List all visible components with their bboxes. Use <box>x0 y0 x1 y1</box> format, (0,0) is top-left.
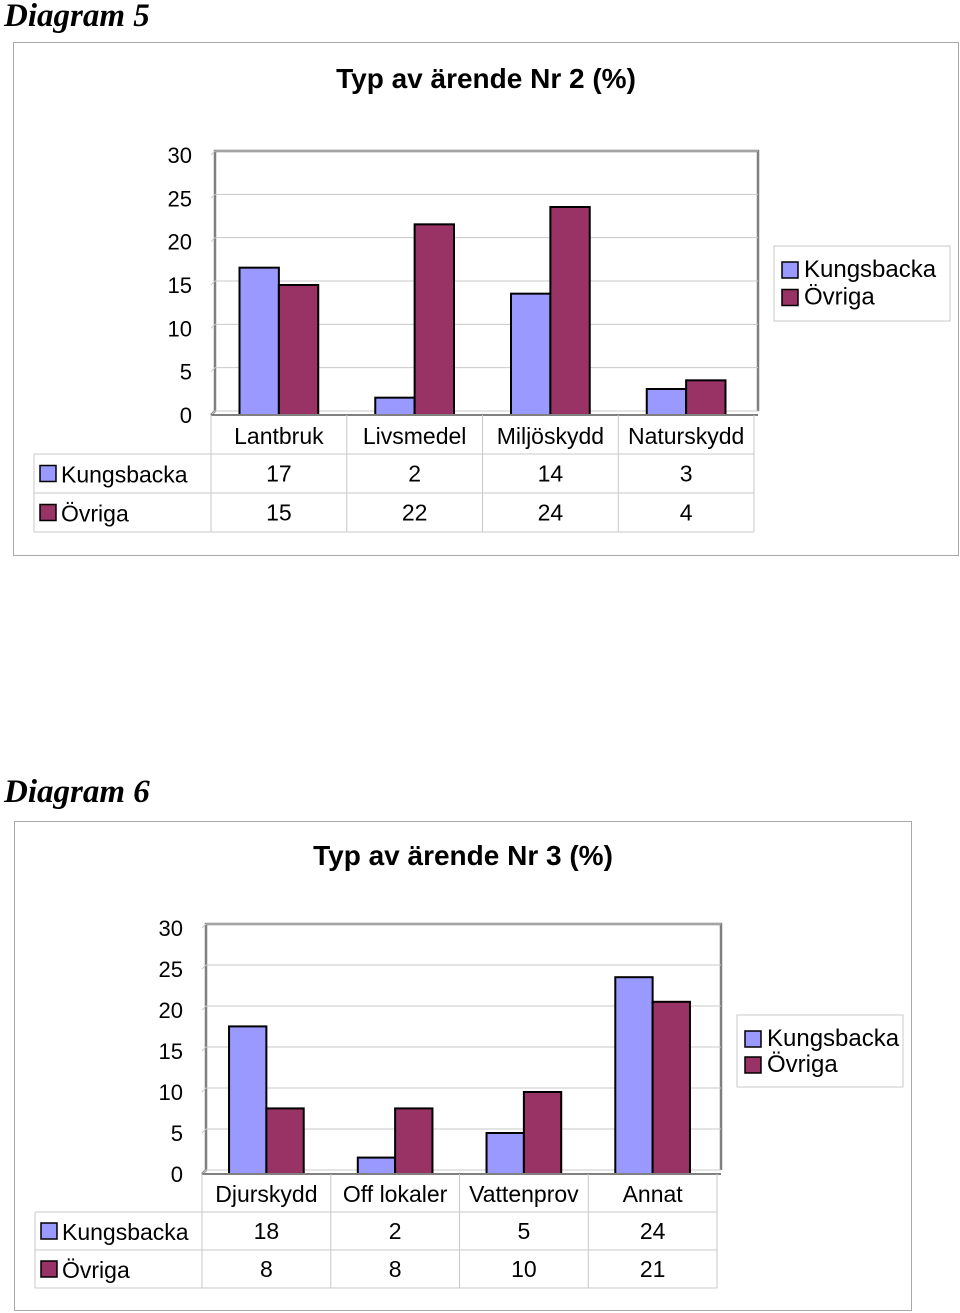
bar-ovriga <box>413 223 455 416</box>
chart-title: Typ av ärende Nr 3 (%) <box>313 840 613 871</box>
table-value: 10 <box>511 1256 537 1282</box>
legend-label: Övriga <box>804 284 875 311</box>
legend-label: Övriga <box>767 1051 838 1078</box>
legend-label: Kungsbacka <box>767 1025 900 1052</box>
gridline-side <box>201 1046 207 1052</box>
legend-label: Kungsbacka <box>804 256 937 283</box>
bar-ovriga <box>685 379 727 417</box>
table-series-swatch <box>39 503 57 522</box>
gridline-side <box>210 367 216 373</box>
y-tick-label: 15 <box>168 273 192 298</box>
gridline-side <box>201 1005 207 1011</box>
category-label: Off lokaler <box>343 1181 448 1207</box>
y-tick-label: 10 <box>168 316 192 341</box>
bar-kungsbacka <box>238 266 280 416</box>
category-label: Miljöskydd <box>497 423 604 449</box>
category-label: Vattenprov <box>469 1181 579 1207</box>
table-series-name: Kungsbacka <box>62 1219 189 1245</box>
table-series-name: Kungsbacka <box>61 462 188 488</box>
category-label: Annat <box>623 1181 684 1207</box>
bar-ovriga <box>651 1000 691 1175</box>
table-value: 24 <box>640 1218 666 1244</box>
gridline-side <box>201 923 207 929</box>
table-value: 2 <box>408 461 421 487</box>
legend-swatch <box>781 288 799 307</box>
table-value: 14 <box>538 461 564 487</box>
gridline-side <box>210 193 216 199</box>
bar-ovriga <box>277 284 320 416</box>
y-tick-label: 5 <box>171 1121 183 1146</box>
y-tick-label: 0 <box>171 1162 183 1187</box>
chart-1: Typ av ärende Nr 2 (%) 0 5 10 15 20 25 30 Lantbr… <box>33 63 951 533</box>
table-value: 15 <box>266 500 292 526</box>
bar-kungsbacka <box>356 1156 397 1176</box>
y-tick-label: 10 <box>159 1080 183 1105</box>
table-value: 22 <box>402 500 428 526</box>
bar-kungsbacka <box>510 292 552 417</box>
category-label: Livsmedel <box>363 423 467 449</box>
legend-box <box>736 1014 904 1088</box>
gridline-side <box>210 323 216 329</box>
gridline-side <box>210 150 216 156</box>
table-value: 4 <box>680 500 693 526</box>
legend-swatch <box>744 1030 762 1048</box>
table-value: 5 <box>517 1218 530 1244</box>
table-series-name: Övriga <box>62 1257 130 1283</box>
chart-title: Typ av ärende Nr 2 (%) <box>336 63 636 94</box>
y-tick-label: 30 <box>168 143 192 168</box>
bar-ovriga <box>522 1091 563 1175</box>
table-value: 21 <box>640 1256 666 1282</box>
table-value: 8 <box>389 1256 402 1282</box>
table-series-name: Övriga <box>61 501 129 527</box>
chart-1-frame: Typ av ärende Nr 2 (%) 0 5 10 15 20 25 30 Lantbr… <box>13 42 959 556</box>
bar-ovriga <box>549 206 591 416</box>
bar-ovriga <box>394 1107 434 1175</box>
gridline-side <box>201 964 207 970</box>
gridline-side <box>201 1087 207 1093</box>
table-value: 2 <box>389 1218 402 1244</box>
gridline-side <box>210 280 216 286</box>
table-value: 8 <box>260 1256 273 1282</box>
legend-box <box>773 245 951 322</box>
bar-ovriga <box>265 1107 305 1175</box>
table-series-swatch <box>40 1260 58 1278</box>
category-label: Naturskydd <box>628 423 744 449</box>
gridline-side <box>210 237 216 243</box>
gridline-side <box>201 1128 207 1134</box>
diagram-6-heading: Diagram 6 <box>4 774 150 810</box>
y-tick-label: 20 <box>168 230 192 255</box>
y-tick-label: 15 <box>159 1039 183 1064</box>
legend-swatch <box>744 1056 762 1074</box>
y-tick-label: 0 <box>180 403 192 428</box>
bar-kungsbacka <box>614 976 654 1175</box>
table-series-swatch <box>39 464 57 483</box>
table-value: 24 <box>538 500 564 526</box>
table-value: 3 <box>680 461 693 487</box>
bar-kungsbacka <box>228 1025 268 1175</box>
bar-kungsbacka <box>645 388 688 416</box>
y-tick-label: 5 <box>180 360 192 385</box>
y-tick-label: 20 <box>159 998 183 1023</box>
y-tick-label: 30 <box>159 916 183 941</box>
category-label: Lantbruk <box>234 423 324 449</box>
table-series-swatch <box>40 1222 58 1240</box>
y-tick-label: 25 <box>168 186 192 211</box>
bar-kungsbacka <box>374 396 416 416</box>
diagram-5-heading: Diagram 5 <box>4 0 150 34</box>
chart-2-frame: Typ av ärende Nr 3 (%) 0 5 10 15 20 25 30 Djursk… <box>14 821 912 1311</box>
bar-kungsbacka <box>485 1132 525 1175</box>
table-value: 18 <box>254 1218 280 1244</box>
y-tick-label: 25 <box>159 957 183 982</box>
legend-swatch <box>781 261 799 279</box>
category-label: Djurskydd <box>215 1181 317 1207</box>
chart-2: Typ av ärende Nr 3 (%)051015202530Djursk… <box>34 840 904 1289</box>
table-value: 17 <box>266 461 292 487</box>
